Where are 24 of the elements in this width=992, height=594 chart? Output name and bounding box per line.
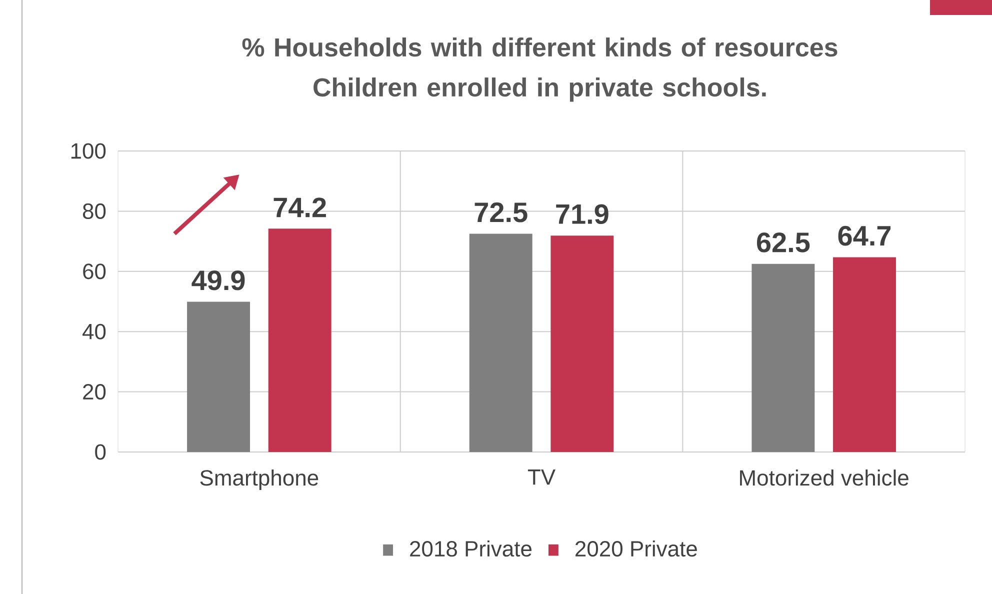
bar xyxy=(833,257,896,452)
y-tick-label: 100 xyxy=(71,143,106,159)
data-label: 71.9 xyxy=(556,204,608,224)
bar xyxy=(187,302,250,452)
data-label: 64.7 xyxy=(838,226,891,246)
data-label: 49.9 xyxy=(192,270,245,290)
y-tick-label: 20 xyxy=(83,384,106,400)
y-tick-label: 80 xyxy=(82,203,106,219)
chart-title: % Households with different kinds of resources Children enrolled in private schools. xyxy=(242,38,838,102)
x-tick-label: Smartphone xyxy=(200,470,318,490)
y-tick-label: 40 xyxy=(82,324,106,340)
data-label: 72.5 xyxy=(474,202,528,222)
bar xyxy=(752,264,815,452)
y-tick-label: 0 xyxy=(95,444,106,460)
y-tick-label: 60 xyxy=(83,264,106,280)
x-tick-label: Motorized vehicle xyxy=(740,470,908,486)
data-label: 74.2 xyxy=(274,198,326,218)
legend-label: 2020 Private xyxy=(576,540,697,557)
bar xyxy=(268,228,332,452)
bar xyxy=(550,236,614,452)
legend-label: 2018 Private xyxy=(410,540,532,557)
x-tick-label: TV xyxy=(528,470,556,485)
data-label: 62.5 xyxy=(756,232,810,252)
bar xyxy=(469,234,532,452)
